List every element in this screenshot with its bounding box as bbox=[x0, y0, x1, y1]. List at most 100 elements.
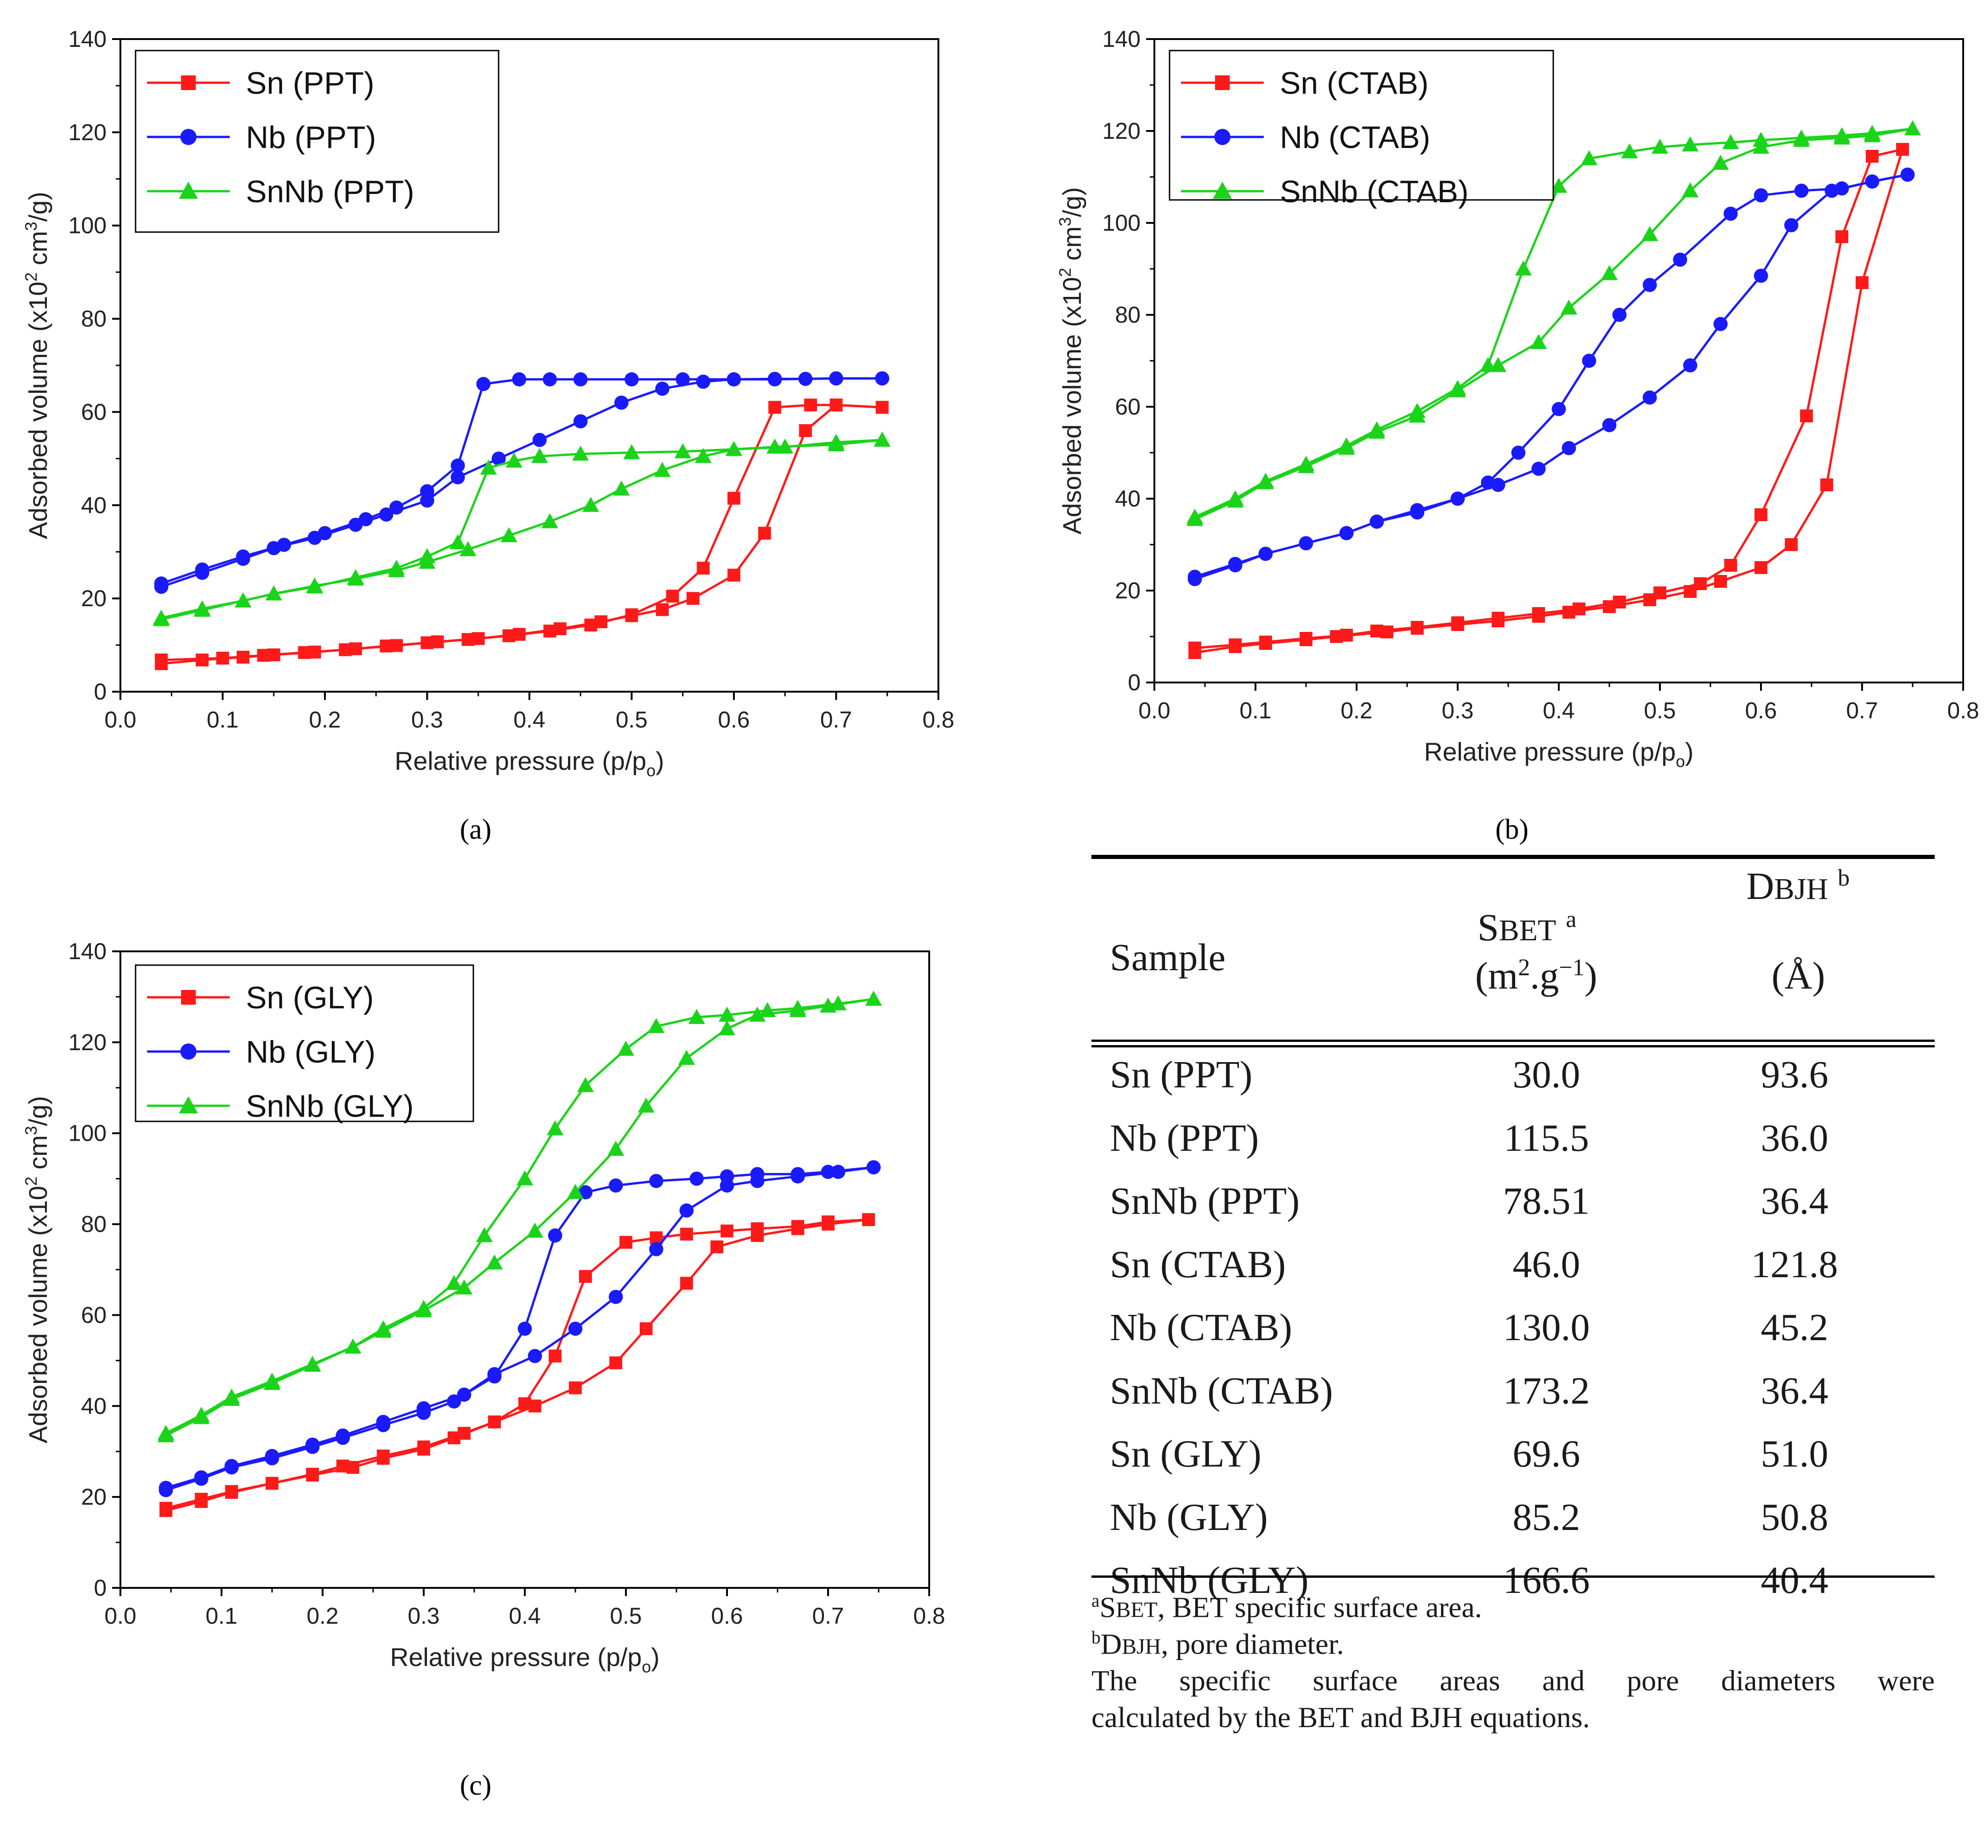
data-point bbox=[445, 1274, 463, 1290]
data-point bbox=[720, 1169, 734, 1184]
y-tick-label: 80 bbox=[81, 306, 107, 332]
table-cell-sbet: 173.2 bbox=[1503, 1369, 1590, 1412]
data-point bbox=[1900, 167, 1915, 182]
data-point bbox=[1582, 353, 1596, 368]
x-tick-label: 0.1 bbox=[207, 707, 239, 733]
data-point bbox=[1681, 136, 1699, 152]
data-point bbox=[543, 372, 557, 387]
series-sn-ppt- bbox=[155, 398, 889, 671]
table-cell-sbet: 166.6 bbox=[1503, 1559, 1590, 1602]
header-sbet-unit: (m2.g−1) bbox=[1475, 955, 1597, 997]
legend-item: Nb (PPT) bbox=[147, 120, 376, 155]
data-point bbox=[1866, 150, 1879, 163]
table-cell-sample: Nb (GLY) bbox=[1110, 1495, 1268, 1539]
series-snnb-ppt- bbox=[153, 432, 891, 626]
data-point bbox=[608, 1290, 623, 1304]
table-cell-sbet: 78.51 bbox=[1503, 1180, 1590, 1223]
legend-marker bbox=[1214, 129, 1231, 145]
data-point bbox=[358, 512, 373, 527]
data-point bbox=[1724, 559, 1737, 572]
data-point bbox=[1865, 174, 1880, 189]
y-tick-label: 100 bbox=[68, 213, 107, 239]
data-point bbox=[541, 513, 558, 529]
x-tick-label: 0.3 bbox=[408, 1603, 440, 1629]
data-point bbox=[696, 375, 710, 389]
table-cell-sbet: 115.5 bbox=[1504, 1116, 1589, 1160]
desorption-line bbox=[1194, 173, 1908, 578]
data-point bbox=[1410, 503, 1425, 517]
data-point bbox=[417, 1440, 430, 1454]
data-point bbox=[1368, 421, 1386, 437]
legend-label: Nb (CTAB) bbox=[1280, 120, 1430, 155]
data-point bbox=[678, 1050, 695, 1065]
x-axis-label: Relative pressure (p/po) bbox=[395, 746, 665, 780]
data-point bbox=[697, 562, 710, 575]
data-point bbox=[549, 1349, 562, 1363]
table-cell-sbet: 69.6 bbox=[1512, 1433, 1580, 1475]
header-dbjh: DBJH b bbox=[1746, 865, 1850, 908]
legend-label: Nb (GLY) bbox=[246, 1035, 375, 1069]
x-tick-label: 0.7 bbox=[812, 1603, 844, 1629]
data-point bbox=[388, 560, 405, 575]
table-cell-dbjh: 40.4 bbox=[1761, 1559, 1829, 1602]
data-point bbox=[1601, 265, 1618, 280]
legend-label: Sn (PPT) bbox=[246, 66, 375, 101]
data-point bbox=[277, 538, 291, 552]
data-point bbox=[721, 1224, 733, 1238]
data-point bbox=[1479, 357, 1497, 372]
data-point bbox=[1187, 569, 1202, 584]
legend-item: Sn (GLY) bbox=[147, 980, 374, 1015]
table-cell-sample: Sn (CTAB) bbox=[1110, 1243, 1286, 1286]
y-tick-label: 40 bbox=[81, 492, 107, 518]
data-point bbox=[1411, 621, 1424, 634]
y-axis-label: Adsorbed volume (x102 cm3/g) bbox=[22, 1096, 52, 1444]
y-axis-label: Adsorbed volume (x102 cm3/g) bbox=[22, 192, 52, 539]
data-point bbox=[727, 569, 740, 582]
legend-box bbox=[1169, 50, 1554, 201]
data-point bbox=[415, 1300, 432, 1315]
table-cell-sample: Nb (PPT) bbox=[1110, 1116, 1259, 1160]
data-point bbox=[584, 618, 597, 631]
data-point bbox=[1228, 557, 1243, 571]
footnote-b: bDBJH, pore diameter. bbox=[1091, 1627, 1344, 1660]
data-point bbox=[582, 497, 599, 512]
data-point bbox=[777, 438, 794, 454]
x-tick-label: 0.6 bbox=[718, 707, 750, 733]
x-tick-label: 0.3 bbox=[411, 707, 443, 733]
legend-label: Sn (GLY) bbox=[246, 980, 374, 1015]
data-point bbox=[193, 600, 211, 616]
data-point bbox=[1754, 268, 1768, 283]
data-point bbox=[680, 1277, 693, 1290]
data-point bbox=[828, 434, 845, 449]
x-tick-label: 0.8 bbox=[913, 1603, 945, 1629]
data-point bbox=[676, 372, 690, 387]
table-cell-dbjh: 93.6 bbox=[1761, 1053, 1829, 1096]
data-point bbox=[450, 458, 465, 473]
data-point bbox=[155, 654, 168, 667]
data-point bbox=[831, 1165, 846, 1179]
y-tick-label: 140 bbox=[68, 26, 107, 52]
data-point bbox=[480, 459, 497, 475]
data-point bbox=[491, 451, 506, 466]
series-snnb-gly- bbox=[157, 990, 882, 1443]
data-point bbox=[339, 643, 352, 656]
data-point bbox=[875, 371, 890, 386]
legend-item: Sn (CTAB) bbox=[1181, 66, 1429, 101]
data-point bbox=[518, 1397, 531, 1410]
x-tick-label: 0.0 bbox=[104, 1603, 136, 1629]
data-point bbox=[1820, 478, 1833, 491]
data-point bbox=[379, 507, 393, 522]
data-point bbox=[1369, 514, 1384, 529]
data-point bbox=[1755, 561, 1767, 574]
data-point bbox=[656, 603, 669, 616]
footnote-line-4: calculated by the BET and BJH equations. bbox=[1091, 1701, 1590, 1734]
table-cell-sample: SnNb (PPT) bbox=[1110, 1180, 1300, 1223]
data-point bbox=[608, 1178, 623, 1193]
data-point bbox=[528, 1349, 542, 1363]
x-tick-label: 0.2 bbox=[1340, 698, 1373, 723]
data-point bbox=[617, 1041, 635, 1056]
data-point bbox=[1409, 403, 1426, 418]
table-cell-sbet: 46.0 bbox=[1512, 1243, 1580, 1286]
y-tick-label: 20 bbox=[1115, 578, 1141, 603]
data-point bbox=[674, 443, 691, 459]
